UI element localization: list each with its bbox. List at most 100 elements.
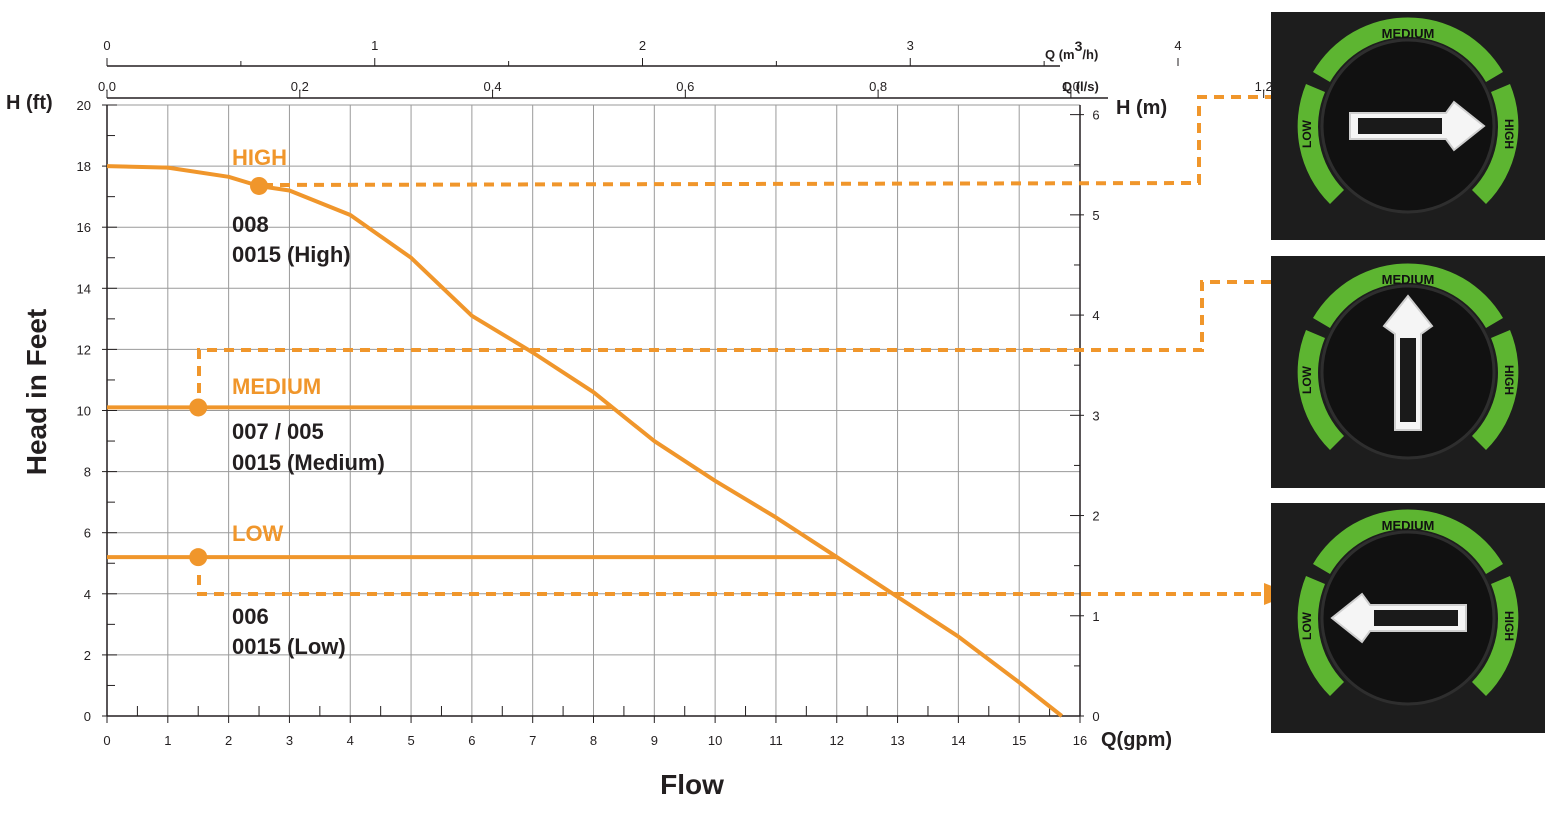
series-label-high: HIGH [232, 145, 287, 170]
top-axis-m3h-label-end: /h) [1082, 47, 1098, 62]
y-tick-label: 14 [77, 281, 91, 296]
x-tick-label: 2 [225, 733, 232, 748]
dial-ring-medium-segment [1313, 17, 1503, 82]
top-ls-tick-label: 1.2 [1255, 79, 1273, 94]
x-tick-label: 11 [769, 733, 783, 748]
x-tick-label: 4 [347, 733, 354, 748]
pointer-slot [1400, 338, 1416, 422]
dial-label-low: LOW [1300, 119, 1314, 148]
dial-panel-high: MEDIUM LOW HIGH [1271, 12, 1545, 240]
dial-label-high: HIGH [1502, 365, 1516, 395]
y-right-tick-label: 5 [1092, 208, 1099, 223]
top-axis-m3h-label-sup: 3 [1075, 38, 1083, 54]
dial-label-high: HIGH [1502, 119, 1516, 149]
series-model-medium-2: 0015 (Medium) [232, 450, 385, 475]
connector-lines [197, 95, 1488, 596]
dial-label-low: LOW [1300, 611, 1314, 640]
dial-ring-medium-segment [1313, 263, 1503, 328]
series-layer [106, 164, 1064, 718]
dial-medium: MEDIUM LOW HIGH [1297, 263, 1519, 460]
top-axis-ls-label: Q (l/s) [1062, 79, 1099, 94]
y-right-tick-label: 0 [1092, 709, 1099, 724]
dial-ring-medium-segment [1313, 509, 1503, 574]
x-tick-label: 12 [830, 733, 844, 748]
pointer-slot [1374, 610, 1458, 626]
y-right-tick-label: 1 [1092, 609, 1099, 624]
top-ls-tick-label: 0.4 [484, 79, 502, 94]
dial-pointer [1349, 100, 1486, 152]
x-tick-label: 5 [407, 733, 414, 748]
pointer-slot [1358, 118, 1442, 134]
top-ls-tick-label: 0.6 [676, 79, 694, 94]
y-right-tick-label: 6 [1092, 108, 1099, 123]
series-label-medium: MEDIUM [232, 374, 321, 399]
x-tick-label: 13 [890, 733, 904, 748]
dial-label-medium: MEDIUM [1382, 518, 1435, 533]
x-tick-label: 7 [529, 733, 536, 748]
dial-panel-low: MEDIUM LOW HIGH [1271, 503, 1545, 733]
top-ls-tick-label: 0.8 [869, 79, 887, 94]
dial-ring-high-segment [1472, 84, 1519, 204]
y-tick-label: 0 [84, 709, 91, 724]
dial-label-high: HIGH [1502, 611, 1516, 641]
top-m3h-tick-label: 2 [639, 38, 646, 53]
axes: 0 1 2 3 4 5 6 7 8 9 10 11 12 13 14 15 160246810121416182… [77, 38, 1313, 748]
y-tick-label: 6 [84, 526, 91, 541]
series-model-low-1: 006 [232, 604, 269, 629]
operating-point-medium [189, 398, 208, 417]
y-left-unit-label: H (ft) [6, 92, 53, 114]
series-model-high-2: 0015 (High) [232, 242, 351, 267]
y-right-unit-label: H (m) [1116, 97, 1167, 119]
x-tick-label: 0 [103, 733, 110, 748]
dial-label-medium: MEDIUM [1382, 272, 1435, 287]
connector-low [197, 575, 1262, 596]
x-tick-label: 15 [1012, 733, 1026, 748]
top-axis-m3h-label: Q (m3/h) [1045, 38, 1098, 62]
x-tick-label: 8 [590, 733, 597, 748]
y-right-tick-label: 3 [1092, 408, 1099, 423]
x-tick-label: 10 [708, 733, 722, 748]
y-right-tick-label: 2 [1092, 509, 1099, 524]
y-axis-title: Head in Feet [21, 309, 52, 475]
y-tick-label: 20 [77, 98, 91, 113]
top-ls-tick-label: 0.0 [98, 79, 116, 94]
top-axis-m3h-label-base: Q (m [1045, 47, 1075, 62]
x-tick-label: 1 [164, 733, 171, 748]
y-tick-label: 16 [77, 220, 91, 235]
series-label-low: LOW [232, 521, 284, 546]
dial-ring-high-segment [1472, 330, 1519, 450]
operating-point-high [250, 176, 269, 195]
dial-pointer [1382, 294, 1434, 431]
dial-ring-low-segment [1297, 330, 1344, 450]
y-tick-label: 2 [84, 648, 91, 663]
x-axis-title: Flow [660, 769, 724, 800]
dial-panel-medium: MEDIUM LOW HIGH [1271, 256, 1545, 488]
connector-medium [197, 280, 1350, 393]
y-tick-label: 10 [77, 404, 91, 419]
x-tick-label: 14 [951, 733, 965, 748]
top-m3h-tick-label: 3 [907, 38, 914, 53]
series-model-high-1: 008 [232, 212, 269, 237]
operating-point-low [189, 548, 208, 567]
dial-low: MEDIUM LOW HIGH [1297, 509, 1519, 706]
dial-ring-low-segment [1297, 576, 1344, 696]
y-right-tick-label: 4 [1092, 308, 1099, 323]
y-tick-label: 18 [77, 159, 91, 174]
y-tick-label: 12 [77, 342, 91, 357]
x-tick-label: 6 [468, 733, 475, 748]
top-m3h-tick-label: 0 [103, 38, 110, 53]
x-tick-label: 9 [651, 733, 658, 748]
dial-label-medium: MEDIUM [1382, 26, 1435, 41]
dial-ring-low-segment [1297, 84, 1344, 204]
dial-pointer [1330, 592, 1467, 644]
x-unit-label: Q(gpm) [1101, 729, 1172, 751]
top-ls-tick-label: 0.2 [291, 79, 309, 94]
dial-high: MEDIUM LOW HIGH [1297, 17, 1519, 214]
top-ls-tick-label: 1.0 [1062, 79, 1080, 94]
connector-high [262, 95, 1488, 187]
top-m3h-tick-label: 1 [371, 38, 378, 53]
series-model-medium-1: 007 / 005 [232, 419, 324, 444]
dial-ring-high-segment [1472, 576, 1519, 696]
y-tick-label: 4 [84, 587, 91, 602]
